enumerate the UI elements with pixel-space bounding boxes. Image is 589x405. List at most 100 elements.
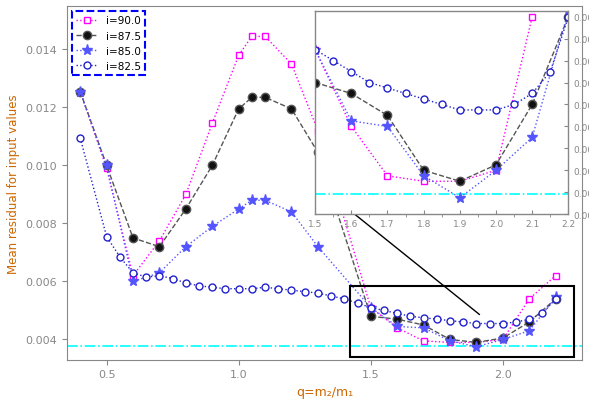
- i=85.0: [156, 271, 163, 275]
- i=85.0: [446, 339, 454, 343]
- i=87.5: [130, 236, 137, 241]
- i=85.0: [393, 324, 401, 329]
- i=82.5: [196, 284, 203, 288]
- i=82.5: [235, 287, 242, 292]
- i=82.5: [434, 317, 441, 322]
- i=82.5: [116, 255, 123, 260]
- i=85.0: [473, 344, 480, 349]
- i=82.5: [262, 285, 269, 290]
- i=90.0: [420, 339, 427, 343]
- i=82.5: [499, 321, 507, 326]
- i=85.0: [499, 337, 507, 342]
- i=85.0: [367, 305, 374, 310]
- i=85.0: [315, 245, 322, 249]
- Y-axis label: Mean residual for input values: Mean residual for input values: [7, 94, 20, 273]
- i=87.5: [367, 314, 374, 319]
- i=82.5: [407, 314, 414, 319]
- i=87.5: [103, 164, 110, 168]
- i=85.0: [249, 198, 256, 203]
- i=85.0: [77, 90, 84, 95]
- i=85.0: [420, 326, 427, 330]
- i=90.0: [499, 337, 507, 342]
- i=90.0: [156, 239, 163, 244]
- i=87.5: [209, 164, 216, 168]
- i=82.5: [274, 287, 282, 292]
- i=82.5: [103, 234, 110, 239]
- Line: i=90.0: i=90.0: [77, 34, 559, 346]
- Line: i=82.5: i=82.5: [77, 135, 559, 327]
- i=87.5: [552, 297, 559, 302]
- i=82.5: [446, 318, 454, 323]
- i=87.5: [315, 151, 322, 156]
- i=82.5: [380, 308, 388, 313]
- i=82.5: [341, 297, 348, 302]
- Line: i=85.0: i=85.0: [75, 87, 561, 352]
- i=90.0: [315, 129, 322, 134]
- i=90.0: [552, 273, 559, 278]
- i=82.5: [539, 311, 546, 316]
- i=87.5: [420, 323, 427, 328]
- i=82.5: [459, 320, 466, 325]
- i=82.5: [420, 315, 427, 320]
- i=90.0: [130, 273, 137, 278]
- i=87.5: [288, 107, 295, 112]
- i=90.0: [103, 166, 110, 171]
- i=90.0: [262, 35, 269, 40]
- i=82.5: [143, 275, 150, 280]
- i=90.0: [77, 90, 84, 95]
- i=82.5: [222, 287, 229, 292]
- i=82.5: [249, 287, 256, 292]
- i=82.5: [130, 271, 137, 275]
- i=90.0: [288, 62, 295, 67]
- i=82.5: [354, 301, 361, 306]
- i=82.5: [209, 285, 216, 290]
- Line: i=87.5: i=87.5: [76, 88, 560, 347]
- i=85.0: [130, 279, 137, 284]
- X-axis label: q=m₂/m₁: q=m₂/m₁: [296, 385, 353, 398]
- i=82.5: [473, 321, 480, 326]
- Bar: [350, 286, 574, 357]
- i=82.5: [288, 288, 295, 293]
- i=85.0: [209, 224, 216, 229]
- i=90.0: [473, 340, 480, 345]
- i=85.0: [183, 245, 190, 249]
- i=82.5: [169, 277, 176, 281]
- i=82.5: [183, 281, 190, 286]
- i=82.5: [156, 273, 163, 278]
- i=82.5: [301, 290, 308, 294]
- i=82.5: [486, 321, 493, 326]
- i=82.5: [526, 317, 533, 322]
- i=90.0: [249, 35, 256, 40]
- i=85.0: [262, 198, 269, 203]
- i=87.5: [156, 245, 163, 249]
- i=85.0: [552, 295, 559, 300]
- i=90.0: [367, 305, 374, 310]
- i=87.5: [446, 337, 454, 342]
- i=87.5: [183, 207, 190, 212]
- i=82.5: [315, 291, 322, 296]
- i=90.0: [526, 297, 533, 302]
- i=82.5: [77, 136, 84, 141]
- i=90.0: [183, 192, 190, 197]
- i=87.5: [393, 317, 401, 322]
- i=82.5: [552, 297, 559, 302]
- i=85.0: [288, 210, 295, 215]
- i=87.5: [526, 320, 533, 325]
- i=85.0: [103, 164, 110, 168]
- i=85.0: [235, 207, 242, 212]
- i=87.5: [499, 336, 507, 341]
- i=90.0: [235, 54, 242, 59]
- i=82.5: [393, 311, 401, 316]
- i=87.5: [235, 107, 242, 112]
- i=90.0: [393, 326, 401, 330]
- i=87.5: [262, 96, 269, 100]
- i=82.5: [327, 294, 335, 298]
- i=87.5: [249, 96, 256, 100]
- i=87.5: [77, 90, 84, 95]
- i=85.0: [526, 328, 533, 333]
- Legend: i=90.0, i=87.5, i=85.0, i=82.5: i=90.0, i=87.5, i=85.0, i=82.5: [72, 12, 145, 76]
- i=87.5: [473, 340, 480, 345]
- i=90.0: [446, 340, 454, 345]
- i=90.0: [209, 122, 216, 126]
- i=82.5: [367, 305, 374, 310]
